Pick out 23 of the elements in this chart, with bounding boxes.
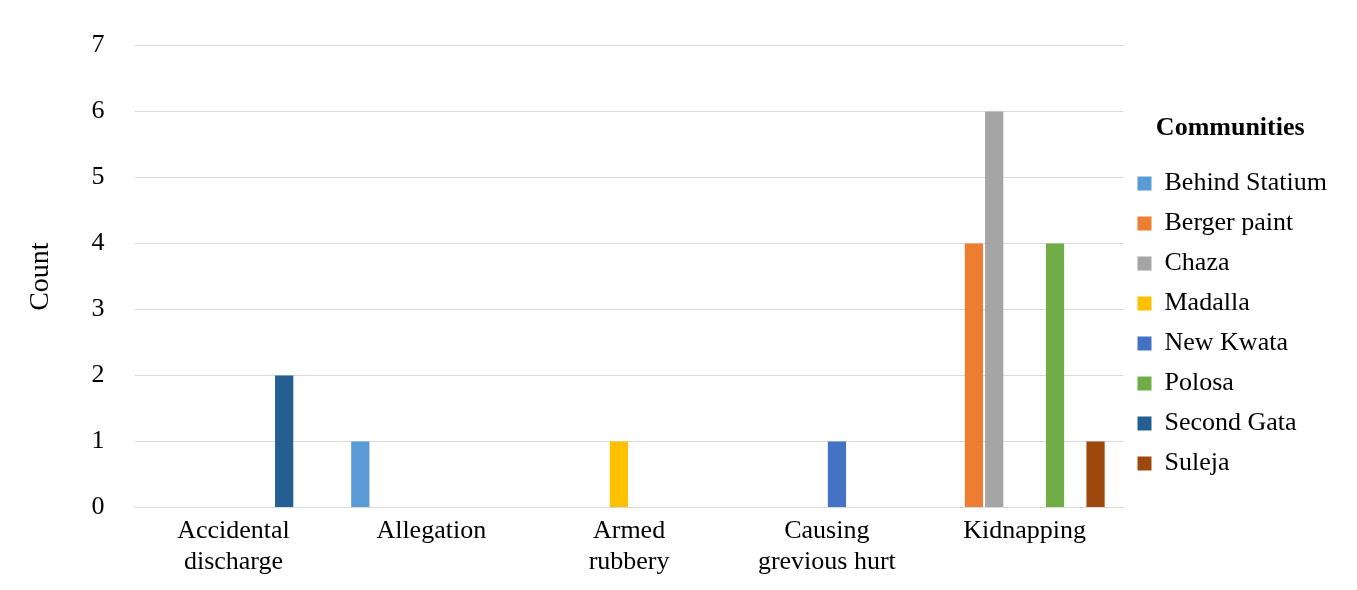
x-tick-label: Allegation [376,515,487,545]
y-tick-label: 1 [91,425,105,455]
legend-label: Chaza [1164,247,1230,277]
x-tick-label: Causing grevious hurt [757,515,897,576]
y-tick-label: 3 [91,293,105,323]
y-tick-label: 4 [91,227,105,257]
legend-label: Madalla [1164,287,1251,317]
x-tick-label: Accidental discharge [177,515,290,576]
legend-label: Suleja [1164,447,1230,477]
y-tick-label: 5 [91,161,105,191]
x-tick-label: Kidnapping [963,515,1086,545]
y-tick-label: 0 [91,491,105,521]
legend-label: New Kwata [1164,327,1289,357]
legend-label: Behind Statium [1164,167,1327,197]
legend-label: Berger paint [1164,207,1295,237]
y-tick-label: 7 [91,29,105,59]
legend-title: Communities [1155,112,1305,142]
y-axis-title: Count [23,242,55,311]
legend-label: Second Gata [1164,407,1298,437]
y-tick-label: 2 [91,359,105,389]
legend-label: Polosa [1164,367,1235,397]
x-tick-label: Armed rubbery [588,515,670,576]
y-tick-label: 6 [91,95,105,125]
